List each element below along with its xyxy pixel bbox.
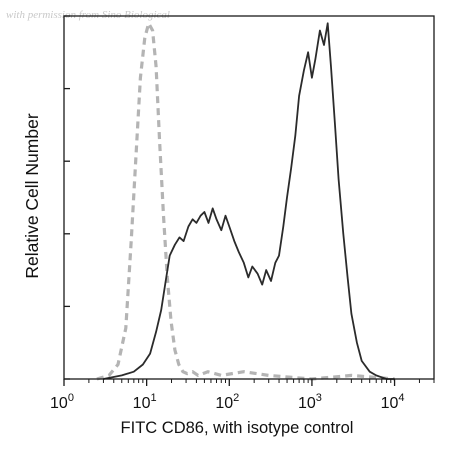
watermark-text: with permission from Sino Biological xyxy=(6,9,170,21)
isotype-control-line xyxy=(96,21,395,381)
x-tick-label-4: 104 xyxy=(381,392,405,412)
plot-area xyxy=(96,21,395,381)
cd86-histogram-line xyxy=(103,22,395,380)
y-axis-label: Relative Cell Number xyxy=(22,113,42,279)
x-tick-label-0: 100 xyxy=(50,392,74,412)
x-axis-ticks: 100 101 102 103 104 xyxy=(50,379,435,412)
y-axis-ticks xyxy=(64,15,70,380)
x-tick-label-1: 101 xyxy=(133,392,157,412)
x-axis-label: FITC CD86, with isotype control xyxy=(121,419,354,437)
x-tick-label-3: 103 xyxy=(298,392,322,412)
plot-frame xyxy=(63,15,435,380)
x-tick-label-2: 102 xyxy=(215,392,239,412)
